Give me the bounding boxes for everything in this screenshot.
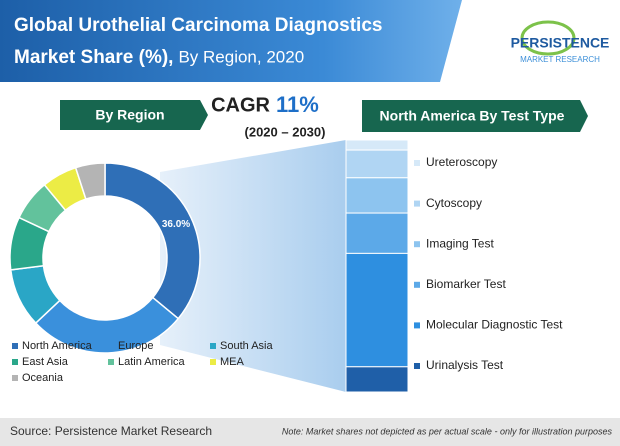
logo-mark xyxy=(520,20,576,56)
right-heading: North America By Test Type xyxy=(380,108,565,124)
legend-label: MEA xyxy=(220,356,245,368)
cagr-period: (2020 – 2030) xyxy=(245,124,326,139)
title-banner xyxy=(0,0,462,82)
legend-label: East Asia xyxy=(22,356,69,368)
logo-tagline: MARKET RESEARCH xyxy=(520,55,600,64)
legend-swatch xyxy=(414,160,420,166)
chart-title: Global Urothelial Carcinoma Diagnostics M… xyxy=(14,15,382,68)
legend-swatch xyxy=(414,322,420,329)
footer-bar xyxy=(0,418,620,446)
bar-label: Cytoscopy xyxy=(426,196,482,210)
legend-swatch xyxy=(12,343,18,349)
bar-segment xyxy=(345,177,409,214)
legend-swatch xyxy=(414,200,420,207)
legend-swatch xyxy=(12,359,18,365)
legend-swatch xyxy=(108,359,114,365)
chart-subtitle: By Region, 2020 xyxy=(178,47,304,66)
logo-name: PERSISTENCE xyxy=(511,35,610,51)
legend-swatch xyxy=(414,281,420,288)
bar-label: Biomarker Test xyxy=(426,277,506,291)
legend-swatch xyxy=(210,359,216,365)
legend-label: Latin America xyxy=(118,356,186,368)
bar-label: Urinalysis Test xyxy=(426,358,504,372)
legend-swatch xyxy=(414,363,420,369)
legend-label: North America xyxy=(22,340,93,352)
bar-segment xyxy=(345,149,409,179)
legend-label: Europe xyxy=(118,340,153,352)
legend-swatch xyxy=(210,343,216,349)
legend-swatch xyxy=(108,343,114,349)
cagr-label: CAGR xyxy=(211,94,270,116)
source: Source: Persistence Market Research xyxy=(10,424,212,438)
legend-swatch xyxy=(414,241,420,248)
bar-label: Molecular Diagnostic Test xyxy=(426,318,563,332)
heading-box xyxy=(60,100,208,130)
note: Note: Market shares not depicted as per … xyxy=(282,426,613,436)
bar-label: Ureteroscopy xyxy=(426,155,497,169)
heading-box xyxy=(362,100,588,132)
bar-label: Imaging Test xyxy=(426,236,494,250)
bar-segment xyxy=(345,212,409,254)
bar-segment xyxy=(345,366,409,393)
donut-slice xyxy=(104,162,201,320)
cagr-value: 11% xyxy=(276,92,319,117)
left-heading: By Region xyxy=(95,107,164,123)
data-label: 36.0% xyxy=(162,219,190,230)
zoom-cone xyxy=(160,140,346,392)
legend-swatch xyxy=(12,375,18,381)
bar-segment xyxy=(345,139,409,151)
donut-slice xyxy=(74,162,106,200)
legend-label: South Asia xyxy=(220,340,273,352)
legend-label: Oceania xyxy=(22,372,64,384)
bar-segment xyxy=(345,252,409,368)
